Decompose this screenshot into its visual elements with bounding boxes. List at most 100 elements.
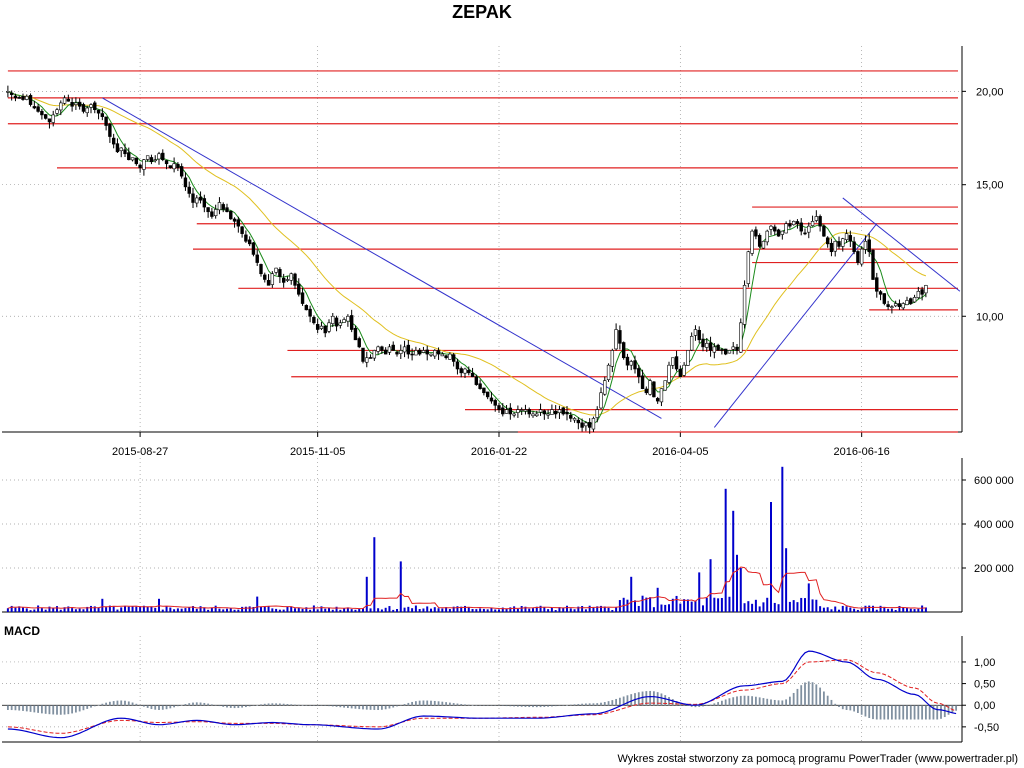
candle-body [111,137,116,145]
macd-histogram-bar [384,705,387,710]
candle-body [433,350,437,357]
macd-histogram-bar [909,705,912,720]
candle-body [501,407,505,415]
candle-body [17,97,21,99]
volume-bar [547,609,550,612]
candle-body [561,407,565,415]
candle-body [104,116,108,126]
macd-histogram-bar [947,705,950,715]
macd-histogram-bar [513,705,516,707]
macd-histogram-bar [441,701,444,706]
volume-bar [297,607,300,612]
macd-histogram-bar [872,705,874,720]
candle-body [187,186,191,194]
volume-bar [256,596,259,612]
volume-bar [860,608,863,612]
volume-bar [290,606,293,612]
candle-body [482,387,486,394]
footer-credit: Wykres został stworzony za pomocą progra… [617,753,1018,765]
chart-title: ZEPAK [452,2,512,22]
macd-histogram-bar [214,705,217,706]
volume-bar [841,605,844,612]
macd-histogram-bar [807,681,810,706]
volume-bar [169,607,172,612]
volume-bar [286,606,289,612]
macd-histogram-bar [112,701,115,706]
candle-body [315,324,320,330]
volume-bar [93,606,96,612]
macd-histogram-bar [898,705,901,720]
candle-body [674,356,679,370]
macd-histogram-bar [297,704,300,706]
candle-body [70,102,74,107]
volume-bar [399,561,402,612]
volume-bar [770,502,772,612]
macd-histogram-bar [955,705,958,711]
volume-bar [645,597,648,612]
macd-histogram-bar [860,705,863,715]
macd-histogram-bar [256,704,259,706]
volume-bar [339,609,342,612]
volume-bar [105,607,108,612]
volume-bar [74,609,77,612]
macd-histogram-bar [456,703,459,706]
moving-average-short-line [7,90,927,425]
macd-histogram-bar [856,705,859,713]
volume-bar [365,576,368,612]
candle-body [451,354,456,362]
volume-bar [282,609,285,612]
macd-histogram-bar [660,693,663,706]
macd-histogram-bar [936,705,939,720]
candle-body [776,229,781,237]
candle-body [584,422,588,427]
volume-bar [683,599,686,612]
macd-histogram-bar [622,696,625,706]
candle-body [421,350,426,353]
macd-histogram-bar [180,705,183,706]
volume-bar [226,608,228,612]
candle-body [878,291,883,295]
candle-body [353,327,358,341]
candle-body [145,155,150,160]
macd-histogram-bar [705,705,708,706]
macd-histogram-bar [501,705,504,706]
macd-histogram-bar [199,702,202,706]
macd-histogram-bar [577,703,580,706]
macd-histogram-bar [743,695,746,706]
macd-histogram-bar [751,696,754,706]
volume-bar [377,608,380,612]
candle-body [848,235,853,242]
volume-bar [845,606,848,612]
macd-histogram-bar [373,705,376,710]
macd-histogram-bar [10,705,13,711]
macd-histogram-bar [101,703,104,706]
macd-histogram-bar [694,705,697,708]
macd-histogram-bar [494,705,497,706]
macd-histogram-bar [22,705,24,711]
candle-body [557,409,562,414]
macd-histogram-bar [377,705,380,710]
volume-bar [112,606,115,612]
macd-histogram-bar [260,704,262,706]
volume-bar [44,609,47,612]
volume-bar [864,605,867,612]
volume-bar [78,608,81,612]
candle-body [546,413,550,416]
macd-histogram-bar [819,687,822,706]
macd-histogram-bar [301,705,304,706]
candle-body [365,357,369,363]
volume-bar [520,606,523,612]
volume-bar [717,598,720,612]
macd-histogram-bar [86,705,89,709]
macd-histogram-bar [596,703,599,706]
macd-histogram-bar [263,703,266,706]
x-tick-label: 2016-01-22 [471,446,527,458]
volume-bar [452,606,455,612]
volume-bar [505,608,508,612]
macd-histogram-bar [158,705,160,710]
volume-bar [796,602,799,612]
volume-bar [210,607,213,612]
candle-body [705,343,709,348]
macd-histogram-bar [566,705,568,706]
candle-body [523,409,528,412]
